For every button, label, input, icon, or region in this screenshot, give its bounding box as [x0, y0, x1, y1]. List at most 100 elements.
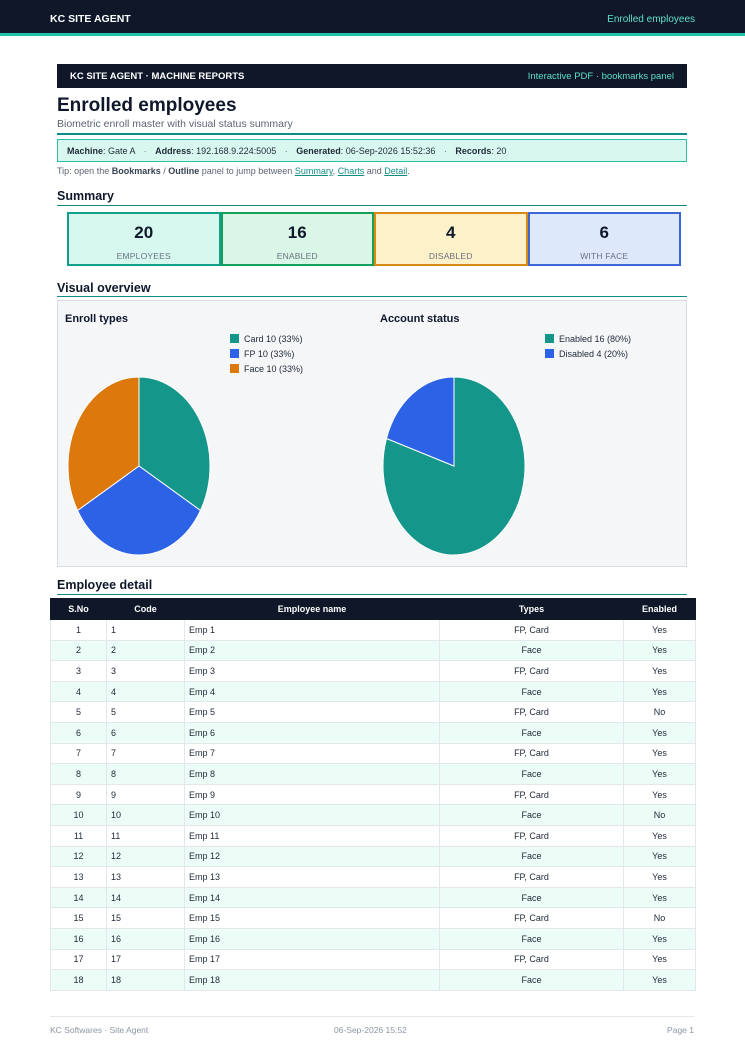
cell-employee-name: Emp 15: [184, 907, 440, 929]
cell-code: 18: [106, 969, 185, 991]
cell-types: Face: [439, 763, 624, 785]
cell-sno: 8: [50, 763, 107, 785]
cell-types: Face: [439, 680, 624, 703]
summary-card-enabled: 16 ENABLED: [220, 212, 374, 266]
cell-enabled: Yes: [623, 824, 696, 847]
cell-code: 9: [106, 783, 185, 806]
cell-sno: 7: [50, 742, 107, 765]
pie-slice-card: [138, 376, 211, 512]
card-value: 20: [134, 223, 154, 242]
visual-divider: [57, 296, 687, 297]
cell-employee-name: Emp 10: [184, 804, 440, 826]
cell-code: 3: [106, 660, 185, 682]
legend-label: Enabled 16 (80%): [559, 334, 631, 344]
cell-sno: 5: [50, 701, 107, 723]
cell-code: 11: [106, 824, 185, 847]
legend-swatch: [230, 364, 239, 373]
tip-text: /: [160, 166, 169, 176]
legend-label: Disabled 4 (20%): [559, 349, 628, 359]
table-row: 1 1 Emp 1 FP, Card Yes: [50, 619, 696, 641]
cell-types: FP, Card: [439, 619, 624, 641]
cell-enabled: Yes: [623, 763, 696, 785]
cell-enabled: Yes: [623, 742, 696, 765]
card-label: ENABLED: [276, 251, 318, 261]
legend-swatch: [230, 334, 239, 343]
legend-swatch: [545, 349, 554, 358]
cell-code: 4: [106, 680, 185, 703]
summary-divider: [57, 205, 687, 206]
cell-code: 5: [106, 701, 185, 723]
pie-charts: Enroll types Card 10 (33%) FP 10 (33%) Face…: [65, 313, 631, 556]
tip-text: and: [364, 166, 385, 176]
cell-sno: 18: [50, 969, 107, 991]
summary-heading: Summary: [57, 189, 114, 203]
cell-sno: 1: [50, 619, 107, 641]
cell-sno: 2: [50, 639, 107, 662]
cell-enabled: Yes: [623, 927, 696, 950]
cell-employee-name: Emp 7: [184, 742, 440, 765]
card-label: WITH FACE: [580, 251, 629, 261]
legend-label: Face 10 (33%): [244, 364, 303, 374]
cell-employee-name: Emp 12: [184, 845, 440, 868]
tip-text: Tip: open the: [57, 166, 112, 176]
cell-sno: 12: [50, 845, 107, 868]
cell-employee-name: Emp 4: [184, 680, 440, 703]
table-row: 10 10 Emp 10 Face No: [50, 804, 696, 826]
cell-types: FP, Card: [439, 701, 624, 723]
cell-code: 7: [106, 742, 185, 765]
card-value: 16: [287, 223, 307, 242]
chart-title: Account status: [380, 313, 459, 325]
summary-card-with-face: 6 WITH FACE: [527, 212, 681, 266]
cell-employee-name: Emp 13: [184, 866, 440, 888]
summary-link[interactable]: Summary: [294, 166, 333, 176]
card-value: 6: [599, 223, 609, 242]
cell-enabled: Yes: [623, 845, 696, 868]
card-label: EMPLOYEES: [116, 251, 171, 261]
cell-types: Face: [439, 927, 624, 950]
cell-enabled: Yes: [623, 619, 696, 641]
column-header: Enabled: [623, 598, 696, 620]
cell-types: Face: [439, 969, 624, 991]
report-banner-note: Interactive PDF · bookmarks panel: [527, 71, 674, 82]
cell-types: FP, Card: [439, 660, 624, 682]
cell-sno: 14: [50, 886, 107, 909]
cell-employee-name: Emp 1: [184, 619, 440, 641]
table-row: 4 4 Emp 4 Face Yes: [50, 680, 696, 703]
detail-divider: [57, 594, 687, 595]
table-row: 6 6 Emp 6 Face Yes: [50, 721, 696, 744]
cell-enabled: Yes: [623, 721, 696, 744]
cell-sno: 3: [50, 660, 107, 682]
cell-employee-name: Emp 2: [184, 639, 440, 662]
cell-employee-name: Emp 3: [184, 660, 440, 682]
table-row: 16 16 Emp 16 Face Yes: [50, 927, 696, 950]
cell-sno: 4: [50, 680, 107, 703]
generated-label: Generated: [296, 146, 341, 156]
pie-slice-disabled: [385, 376, 455, 467]
table-row: 14 14 Emp 14 Face Yes: [50, 886, 696, 909]
cell-code: 2: [106, 639, 185, 662]
cell-code: 13: [106, 866, 185, 888]
cell-types: FP, Card: [439, 866, 624, 888]
table-header-row: S.No Code Employee name Types Enabled: [50, 598, 696, 620]
summary-card-employees: 20 EMPLOYEES: [67, 212, 221, 266]
visual-overview-panel: Enroll types Card 10 (33%) FP 10 (33%) Face…: [57, 300, 687, 567]
cell-sno: 11: [50, 824, 107, 847]
page-subtitle: Biometric enroll master with visual stat…: [57, 118, 293, 130]
address-label: Address: [155, 146, 192, 156]
detail-link[interactable]: Detail: [384, 166, 408, 176]
card-label: DISABLED: [428, 251, 473, 261]
summary-card-disabled: 4 DISABLED: [374, 212, 528, 266]
cell-enabled: Yes: [623, 866, 696, 888]
table-row: 9 9 Emp 9 FP, Card Yes: [50, 783, 696, 806]
cell-code: 14: [106, 886, 185, 909]
summary-cards: 20 EMPLOYEES 16 ENABLED 4 DISABLED 6 WIT…: [67, 212, 681, 266]
top-bar: KC SITE AGENT Enrolled employees: [0, 0, 745, 36]
tip-text: .: [407, 166, 410, 176]
cell-employee-name: Emp 17: [184, 948, 440, 971]
cell-code: 17: [106, 948, 185, 971]
charts-link[interactable]: Charts: [337, 166, 365, 176]
cell-types: Face: [439, 845, 624, 868]
column-header: Types: [439, 598, 624, 620]
